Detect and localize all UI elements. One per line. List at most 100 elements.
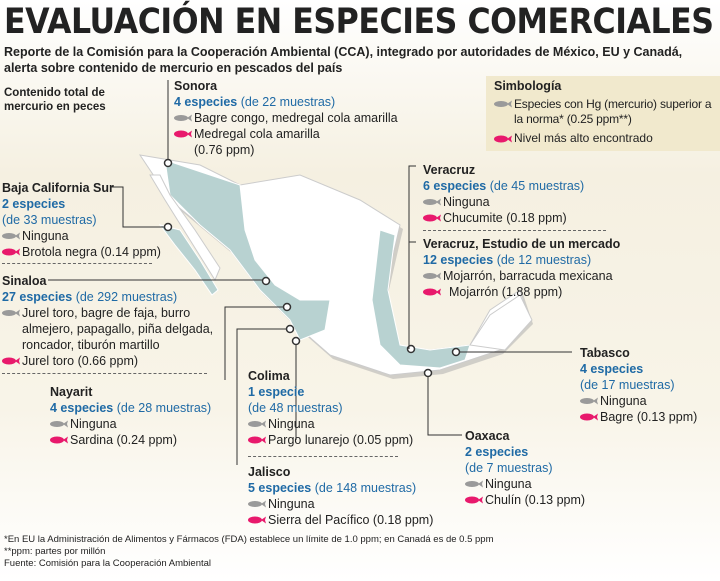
pink-fish-icon xyxy=(423,288,441,296)
region-name: Nayarit xyxy=(50,385,93,399)
species-count: 12 especies xyxy=(423,253,494,267)
region-colima: Colima 1 especie (de 48 muestras) Ningun… xyxy=(248,368,413,448)
samples: (de 28 muestras) xyxy=(116,401,212,415)
highest-value: (0.76 ppm) xyxy=(194,143,255,157)
highest: Medregal cola amarilla xyxy=(194,127,320,141)
gray-fish-icon xyxy=(465,480,483,488)
species-count: 2 especies xyxy=(465,445,529,459)
region-name: Veracruz, Estudio de un mercado xyxy=(423,237,621,251)
gray-fish-icon xyxy=(248,420,266,428)
region-veracruz-market: Veracruz, Estudio de un mercado 12 espec… xyxy=(423,236,620,300)
gray-fish-icon xyxy=(423,198,441,206)
highest: Brotola negra (0.14 ppm) xyxy=(22,245,161,259)
yucatan xyxy=(469,294,533,351)
highest: Mojarrón (1.88 ppm) xyxy=(449,285,563,299)
pacific-states xyxy=(164,159,331,341)
species-count: 4 especies xyxy=(174,95,238,109)
section-label: Contenido total de mercurio en peces xyxy=(4,87,106,113)
highest: Bagre (0.13 ppm) xyxy=(600,410,698,424)
region-name: Jalisco xyxy=(248,465,291,479)
region-tabasco: Tabasco 4 especies (de 17 muestras) Ning… xyxy=(580,345,697,425)
species-count: 6 especies xyxy=(423,179,487,193)
region-nayarit: Nayarit 4 especies (de 28 muestras) Ning… xyxy=(50,384,211,448)
samples: (de 22 muestras) xyxy=(240,95,336,109)
above-norm-cont: almejero, papagallo, piña delgada, xyxy=(22,322,214,336)
gray-fish-icon xyxy=(2,232,20,240)
footnote: *En EU la Administración de Alimentos y … xyxy=(4,534,494,545)
highest: Chucumite (0.18 ppm) xyxy=(443,211,567,225)
gray-fish-icon xyxy=(423,272,441,280)
subtitle: Reporte de la Comisión para la Cooperaci… xyxy=(4,45,683,75)
above-norm: Ninguna xyxy=(443,195,490,209)
divider xyxy=(2,263,152,264)
highest: Chulín (0.13 ppm) xyxy=(485,493,586,507)
highest: Pargo lunarejo (0.05 ppm) xyxy=(268,433,414,447)
pink-fish-icon xyxy=(423,214,441,222)
highest: Jurel toro (0.66 ppm) xyxy=(22,354,139,368)
above-norm: Ninguna xyxy=(268,417,315,431)
page-title: EVALUACIÓN EN ESPECIES COMERCIALES xyxy=(4,2,714,42)
above-norm: Mojarrón, barracuda mexicana xyxy=(443,269,613,283)
above-norm: Bagre congo, medregal cola amarilla xyxy=(194,111,398,125)
species-count: 1 especie xyxy=(248,385,305,399)
samples: (de 17 muestras) xyxy=(580,378,675,392)
species-count: 4 especies xyxy=(580,362,644,376)
above-norm-cont: roncador, tiburón martillo xyxy=(22,338,160,352)
divider xyxy=(248,456,398,457)
highest: Sardina (0.24 ppm) xyxy=(70,433,178,447)
samples: (de 7 muestras) xyxy=(465,461,553,475)
baja-sur xyxy=(158,224,219,296)
samples: (de 148 muestras) xyxy=(314,481,417,495)
divider xyxy=(423,230,606,231)
gray-fish-icon xyxy=(2,309,20,317)
samples: (de 48 muestras) xyxy=(248,401,343,415)
gray-fish-icon xyxy=(580,397,598,405)
region-sonora: Sonora 4 especies (de 22 muestras) Bagre… xyxy=(174,78,398,158)
region-name: Tabasco xyxy=(580,346,630,360)
source: Fuente: Comisión para la Cooperación Amb… xyxy=(4,558,212,569)
region-name: Baja California Sur xyxy=(2,181,114,195)
pink-fish-icon xyxy=(2,357,20,365)
footnote: **ppm: partes por millón xyxy=(4,546,106,557)
baja-peninsula xyxy=(149,174,221,282)
region-name: Sonora xyxy=(174,79,218,93)
footnotes: *En EU la Administración de Alimentos y … xyxy=(4,534,494,570)
pink-fish-icon xyxy=(248,436,266,444)
legend-pink: Nivel más alto encontrado xyxy=(514,131,653,145)
pink-fish-icon xyxy=(494,135,512,143)
pink-fish-icon xyxy=(2,248,20,256)
region-sinaloa: Sinaloa 27 especies (de 292 muestras) Ju… xyxy=(2,273,213,369)
region-oaxaca: Oaxaca 2 especies (de 7 muestras) Ningun… xyxy=(465,428,585,508)
above-norm: Ninguna xyxy=(22,229,69,243)
samples: (de 12 muestras) xyxy=(496,253,592,267)
legend-gray: Especies con Hg (mercurio) superior a la… xyxy=(514,97,712,126)
samples: (de 292 muestras) xyxy=(75,290,178,304)
species-count: 27 especies xyxy=(2,290,73,304)
samples: (de 45 muestras) xyxy=(489,179,585,193)
above-norm: Ninguna xyxy=(600,394,647,408)
pink-fish-icon xyxy=(465,496,483,504)
region-name: Sinaloa xyxy=(2,274,47,288)
gray-fish-icon xyxy=(248,500,266,508)
above-norm: Ninguna xyxy=(70,417,117,431)
region-bcs: Baja California Sur 2 especies (de 33 mu… xyxy=(2,180,161,260)
pink-fish-icon xyxy=(580,413,598,421)
region-jalisco: Jalisco 5 especies (de 148 muestras) Nin… xyxy=(248,464,433,528)
region-name: Oaxaca xyxy=(465,429,510,443)
highest: Sierra del Pacífico (0.18 ppm) xyxy=(268,513,434,527)
pink-fish-icon xyxy=(248,516,266,524)
region-name: Veracruz xyxy=(423,163,476,177)
above-norm: Ninguna xyxy=(268,497,315,511)
divider xyxy=(2,373,207,374)
pink-fish-icon xyxy=(50,436,68,444)
gray-fish-icon xyxy=(494,100,512,108)
pink-fish-icon xyxy=(174,130,192,138)
legend: Simbología Especies con Hg (mercurio) su… xyxy=(486,76,720,151)
above-norm: Ninguna xyxy=(485,477,532,491)
species-count: 2 especies xyxy=(2,197,66,211)
above-norm: Jurel toro, bagre de faja, burro xyxy=(22,306,191,320)
samples: (de 33 muestras) xyxy=(2,213,97,227)
species-count: 5 especies xyxy=(248,481,312,495)
gray-fish-icon xyxy=(174,114,192,122)
